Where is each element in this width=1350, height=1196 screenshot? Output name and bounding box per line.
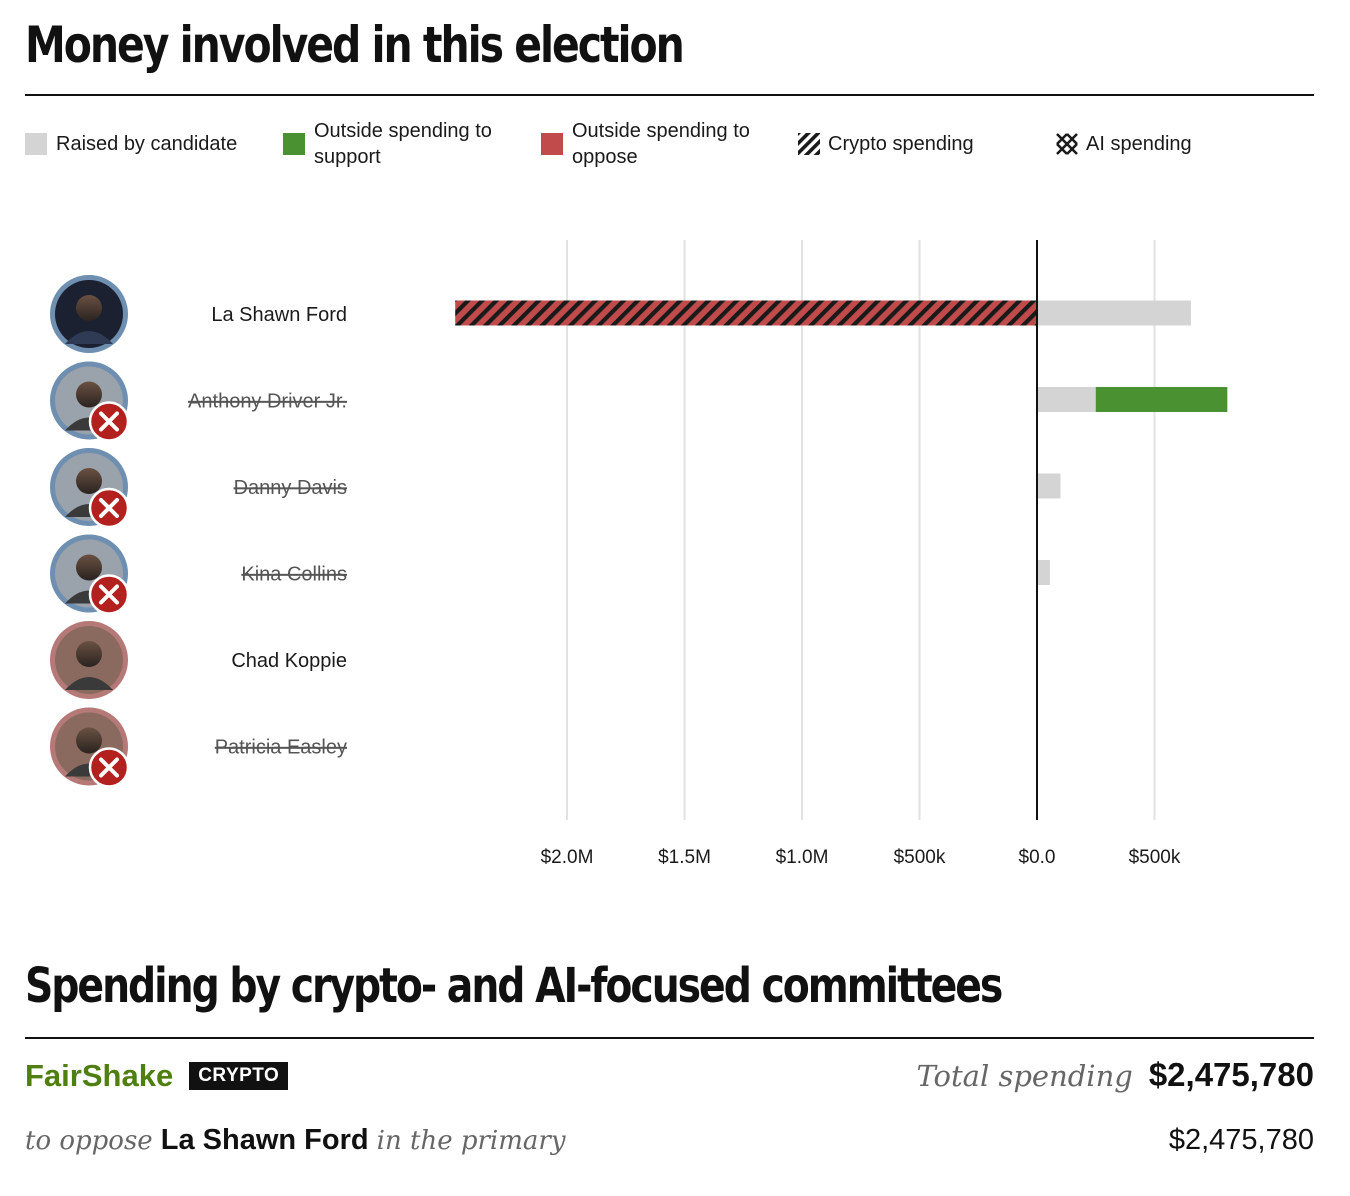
legend-label: Raised by candidate <box>56 133 238 155</box>
candidate-name: Anthony Driver Jr. <box>188 391 347 413</box>
committee-header: FairShake CRYPTO <box>25 1058 289 1094</box>
avatar-face <box>76 295 102 321</box>
committee-name[interactable]: FairShake <box>25 1058 174 1093</box>
eliminated-icon <box>88 574 130 615</box>
avatar <box>50 275 128 353</box>
candidate-row[interactable]: Kina Collins <box>50 534 347 615</box>
avatar-face <box>76 727 102 754</box>
candidate-name: La Shawn Ford <box>211 304 347 326</box>
candidate-row[interactable]: Danny Davis <box>50 448 347 529</box>
detail-suffix: in the primary <box>376 1126 566 1156</box>
candidate-row[interactable]: La Shawn Ford <box>50 275 347 353</box>
detail-amount: $2,475,780 <box>1168 1124 1314 1156</box>
candidate-row[interactable]: Anthony Driver Jr. <box>50 361 347 442</box>
bar-raised-by-candidate[interactable] <box>1037 387 1096 412</box>
spending-detail: to oppose La Shawn Ford in the primary <box>25 1124 566 1157</box>
eliminated-icon <box>88 401 130 442</box>
x-tick-label: $1.5M <box>658 847 711 868</box>
x-tick-label: $2.0M <box>541 847 594 868</box>
candidate-name: Danny Davis <box>234 477 347 499</box>
eliminated-icon <box>88 747 130 788</box>
legend-label: Outside spending to oppose <box>572 120 750 168</box>
crypto-badge: CRYPTO <box>189 1062 289 1090</box>
title-divider <box>25 94 1314 96</box>
crosshatch-icon <box>1056 133 1078 155</box>
bar-outside-spending-to-oppose[interactable] <box>455 300 1037 326</box>
section-title-committees: Spending by crypto- and AI-focused commi… <box>25 958 1003 1014</box>
gridlines <box>566 240 1156 820</box>
raised-swatch <box>25 133 47 155</box>
bar-outside-spending-to-support[interactable] <box>1095 387 1228 412</box>
page-title: Money involved in this election <box>25 16 685 74</box>
total-spending-value: $2,475,780 <box>1148 1056 1314 1093</box>
legend-item-crypto: Crypto spending <box>797 131 974 157</box>
x-tick-label: $0.0 <box>1019 847 1056 868</box>
x-tick-label: $500k <box>1129 847 1181 868</box>
oppose-swatch <box>541 133 563 155</box>
legend-item-support: Outside spending to support <box>283 118 492 170</box>
total-spending-label: Total spending <box>916 1059 1133 1093</box>
avatar-face <box>76 381 102 408</box>
bars <box>455 300 1228 585</box>
candidate-name: Patricia Easley <box>215 737 347 759</box>
total-spending: Total spending $2,475,780 <box>916 1056 1314 1094</box>
legend-item-raised: Raised by candidate <box>25 131 237 157</box>
avatar <box>50 621 128 699</box>
candidate-row[interactable]: Chad Koppie <box>50 621 347 699</box>
detail-prefix: to oppose <box>25 1126 153 1156</box>
candidate-name: Chad Koppie <box>231 650 347 672</box>
bar-raised-by-candidate[interactable] <box>1037 473 1061 499</box>
avatar-face <box>76 641 102 667</box>
legend-item-oppose: Outside spending to oppose <box>541 118 750 170</box>
legend-label: AI spending <box>1086 133 1192 155</box>
avatar-shoulders <box>65 677 113 690</box>
x-tick-label: $1.0M <box>776 847 829 868</box>
legend-item-ai: AI spending <box>1055 131 1192 157</box>
section-divider <box>25 1037 1314 1039</box>
avatar-face <box>76 554 102 581</box>
legend-label: Outside spending to support <box>314 120 492 168</box>
bar-raised-by-candidate[interactable] <box>1037 560 1050 585</box>
bar-raised-by-candidate[interactable] <box>1037 300 1191 326</box>
avatar-shoulders <box>65 331 113 344</box>
x-axis: $2.0M $1.5M $1.0M $500k $0.0 $500k <box>541 240 1181 868</box>
support-swatch <box>283 133 305 155</box>
candidate-name: Kina Collins <box>241 564 347 586</box>
money-chart: La Shawn Ford Anthony Driver Jr. Danny Dav… <box>50 240 1228 868</box>
legend-label: Crypto spending <box>828 133 974 155</box>
x-tick-label: $500k <box>894 847 946 868</box>
detail-candidate[interactable]: La Shawn Ford <box>160 1124 369 1156</box>
candidate-row[interactable]: Patricia Easley <box>50 707 347 788</box>
avatar-face <box>76 468 102 494</box>
eliminated-icon <box>88 487 130 529</box>
candidate-rows: La Shawn Ford Anthony Driver Jr. Danny Dav… <box>50 275 347 788</box>
diagonal-stripes-icon <box>798 133 820 155</box>
